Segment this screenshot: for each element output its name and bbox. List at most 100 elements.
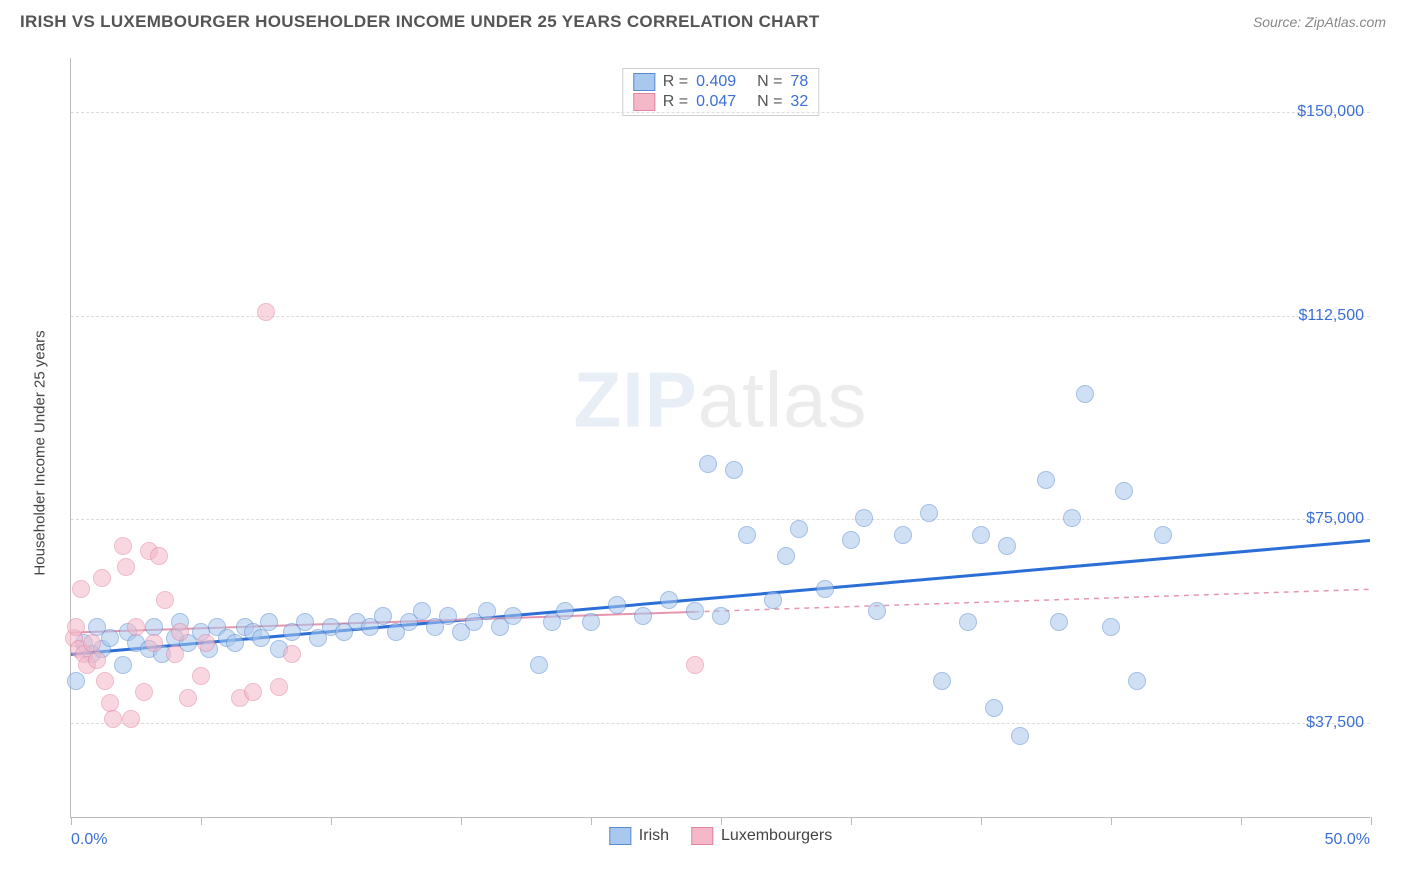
data-point	[1037, 471, 1055, 489]
data-point	[933, 672, 951, 690]
data-point	[1076, 385, 1094, 403]
x-tick	[851, 817, 852, 825]
data-point	[868, 602, 886, 620]
data-point	[156, 591, 174, 609]
data-point	[959, 613, 977, 631]
r-value: 0.047	[696, 93, 736, 111]
stats-row: R =0.409 N =78	[633, 72, 808, 92]
data-point	[257, 303, 275, 321]
data-point	[777, 547, 795, 565]
data-point	[179, 689, 197, 707]
watermark: ZIPatlas	[573, 354, 867, 445]
x-min-label: 0.0%	[71, 831, 107, 849]
legend-item: Luxembourgers	[691, 827, 832, 845]
data-point	[101, 694, 119, 712]
data-point	[117, 558, 135, 576]
data-point	[725, 461, 743, 479]
data-point	[894, 526, 912, 544]
data-point	[1115, 482, 1133, 500]
y-tick-label: $150,000	[1297, 103, 1364, 121]
data-point	[1063, 509, 1081, 527]
data-point	[96, 672, 114, 690]
trend-lines	[71, 58, 1370, 817]
data-point	[101, 629, 119, 647]
x-tick	[1111, 817, 1112, 825]
r-value: 0.409	[696, 73, 736, 91]
data-point	[1011, 727, 1029, 745]
data-point	[67, 672, 85, 690]
legend-item: Irish	[609, 827, 669, 845]
x-tick	[331, 817, 332, 825]
x-tick	[1241, 817, 1242, 825]
data-point	[244, 683, 262, 701]
data-point	[283, 645, 301, 663]
x-tick	[201, 817, 202, 825]
data-point	[608, 596, 626, 614]
data-point	[530, 656, 548, 674]
data-point	[920, 504, 938, 522]
data-point	[634, 607, 652, 625]
data-point	[145, 634, 163, 652]
y-tick-label: $37,500	[1306, 714, 1364, 732]
data-point	[150, 547, 168, 565]
data-point	[413, 602, 431, 620]
chart-source: Source: ZipAtlas.com	[1253, 14, 1386, 30]
y-axis-label: Householder Income Under 25 years	[32, 330, 49, 575]
data-point	[192, 667, 210, 685]
legend-label: Luxembourgers	[721, 827, 832, 845]
data-point	[556, 602, 574, 620]
data-point	[270, 678, 288, 696]
data-point	[166, 645, 184, 663]
data-point	[67, 618, 85, 636]
data-point	[104, 710, 122, 728]
data-point	[197, 634, 215, 652]
data-point	[145, 618, 163, 636]
series-swatch	[633, 93, 655, 111]
data-point	[439, 607, 457, 625]
gridline	[71, 112, 1370, 113]
x-tick	[71, 817, 72, 825]
data-point	[114, 537, 132, 555]
gridline	[71, 519, 1370, 520]
data-point	[1154, 526, 1172, 544]
data-point	[686, 602, 704, 620]
y-tick-label: $112,500	[1298, 307, 1364, 325]
n-value: 32	[790, 93, 808, 111]
chart-legend: Irish Luxembourgers	[609, 827, 832, 845]
watermark-bold: ZIP	[573, 355, 697, 443]
data-point	[972, 526, 990, 544]
data-point	[88, 651, 106, 669]
n-label: N =	[748, 73, 782, 91]
data-point	[226, 634, 244, 652]
legend-swatch	[691, 827, 713, 845]
data-point	[374, 607, 392, 625]
x-tick	[981, 817, 982, 825]
chart-title: IRISH VS LUXEMBOURGER HOUSEHOLDER INCOME…	[20, 12, 820, 32]
x-tick	[1371, 817, 1372, 825]
r-label: R =	[663, 93, 688, 111]
x-tick	[721, 817, 722, 825]
x-max-label: 50.0%	[1325, 831, 1370, 849]
data-point	[83, 634, 101, 652]
stats-box: R =0.409 N =78R = 0.047 N = 32	[622, 68, 819, 116]
data-point	[171, 623, 189, 641]
data-point	[114, 656, 132, 674]
series-swatch	[633, 73, 655, 91]
data-point	[504, 607, 522, 625]
data-point	[816, 580, 834, 598]
data-point	[686, 656, 704, 674]
data-point	[738, 526, 756, 544]
data-point	[998, 537, 1016, 555]
data-point	[252, 629, 270, 647]
data-point	[855, 509, 873, 527]
data-point	[478, 602, 496, 620]
data-point	[842, 531, 860, 549]
gridline	[71, 723, 1370, 724]
data-point	[93, 569, 111, 587]
plot-area: ZIPatlas R =0.409 N =78R =0.047 N =32 Ir…	[70, 58, 1370, 818]
chart-container: Householder Income Under 25 years ZIPatl…	[50, 48, 1390, 858]
n-label: N =	[748, 93, 782, 111]
watermark-thin: atlas	[698, 355, 868, 443]
data-point	[296, 613, 314, 631]
data-point	[660, 591, 678, 609]
